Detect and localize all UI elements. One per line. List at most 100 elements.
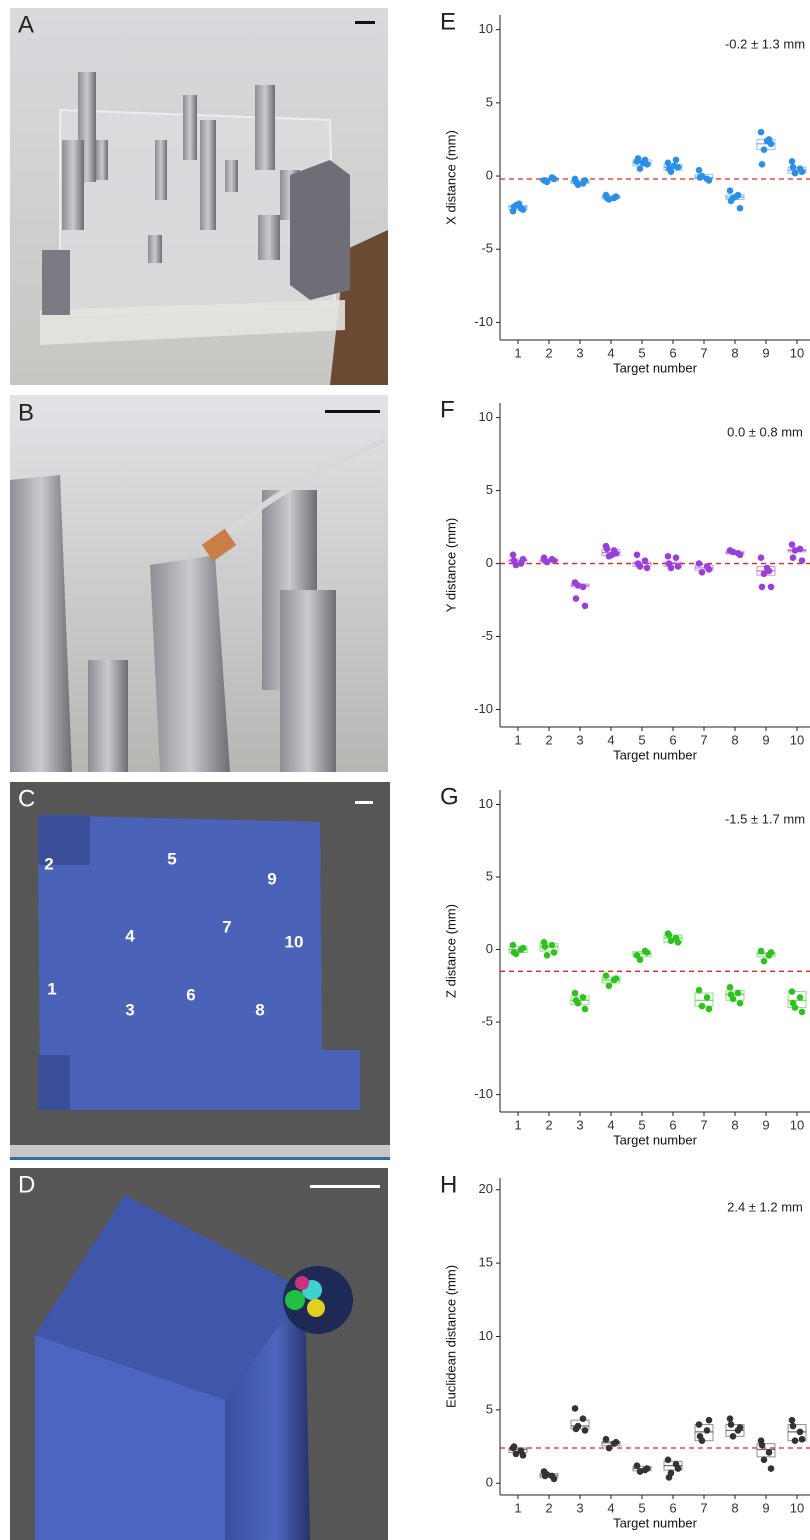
target-label: 9 [267,869,276,888]
x-tick-label: 5 [638,732,645,747]
data-point [575,582,582,589]
data-point [789,1417,796,1424]
data-point [520,206,527,213]
x-tick-label: 5 [638,1117,645,1132]
x-tick-label: 3 [576,732,583,747]
data-point [764,138,771,145]
x-tick-label: 8 [731,732,738,747]
x-tick-label: 3 [576,345,583,360]
annotation: -0.2 ± 1.3 mm [725,36,805,51]
y-tick-label: -10 [474,1086,493,1101]
data-point [761,146,768,153]
y-tick-label: 0 [486,941,493,956]
data-point [511,1443,518,1450]
data-point [513,1451,520,1458]
target-label: 2 [44,854,53,873]
data-point [511,949,518,956]
target-label: 1 [47,979,56,998]
data-point [573,595,580,602]
x-tick-label: 7 [700,1500,707,1515]
data-point [706,1417,713,1424]
data-point [758,948,765,955]
y-tick-label: 0 [486,1475,493,1490]
panel-label: C [18,785,35,812]
data-point [704,1427,711,1434]
data-point [699,569,706,576]
y-tick-label: -10 [474,701,493,716]
target-label: 6 [186,985,195,1004]
x-tick-label: 1 [514,1117,521,1132]
data-point [727,984,734,991]
x-tick-label: 6 [669,1500,676,1515]
panel-label: A [18,11,34,38]
data-point [706,1006,713,1013]
x-tick-label: 2 [545,1117,552,1132]
x-tick-label: 9 [762,345,769,360]
target-label: 8 [255,1000,264,1019]
data-point [758,554,765,561]
y-tick-label: 10 [479,21,493,36]
render-d [10,1168,388,1540]
y-tick-label: -10 [474,314,493,329]
data-point [792,1437,799,1444]
x-tick-label: 4 [607,732,614,747]
data-point [516,201,523,208]
data-point [644,565,651,572]
data-point [737,1424,744,1431]
x-tick-label: 7 [700,1117,707,1132]
data-point [582,603,589,610]
x-tick-label: 4 [607,1117,614,1132]
data-point [613,193,620,200]
data-point [759,161,766,168]
y-tick-label: 15 [479,1255,493,1270]
data-point [542,943,549,950]
data-point [665,553,672,560]
y-tick-label: 0 [486,167,493,182]
data-point [604,546,611,553]
data-point [759,1442,766,1449]
x-tick-label: 8 [731,1500,738,1515]
y-tick-label: 0 [486,555,493,570]
x-tick-label: 6 [669,1117,676,1132]
x-tick-label: 4 [607,345,614,360]
data-point [673,554,680,561]
data-point [799,557,806,564]
data-point [580,994,587,1001]
data-point [761,958,768,965]
x-axis-title: Target number [613,1515,697,1530]
data-point [799,1436,806,1443]
x-tick-label: 7 [700,345,707,360]
data-point [549,942,556,949]
data-point [551,176,558,183]
data-point [510,551,517,558]
y-tick-label: 20 [479,1181,493,1196]
data-point [582,1427,589,1434]
x-tick-label: 4 [607,1500,614,1515]
data-point [609,551,616,558]
x-tick-label: 8 [731,345,738,360]
data-point [792,547,799,554]
data-point [790,1423,797,1430]
data-point [640,160,647,167]
annotation: 2.4 ± 1.2 mm [727,1199,803,1214]
data-point [764,565,771,572]
data-point [797,994,804,1001]
data-point [768,949,775,956]
x-tick-label: 9 [762,732,769,747]
data-point [768,584,775,591]
panel-label: F [440,396,455,423]
data-point [706,566,713,573]
data-point [582,177,589,184]
data-point [644,949,651,956]
data-point [728,991,735,998]
data-point [697,1433,704,1440]
data-point [797,1429,804,1436]
data-point [511,557,518,564]
data-point [737,551,744,558]
photo-b [10,395,388,772]
data-point [520,945,527,952]
y-tick-label: -5 [481,628,493,643]
data-point [737,1000,744,1007]
data-point [792,170,799,177]
figure: A B C D 12345678910E-0.2 ± 1.3 mm-10-505… [0,0,810,1540]
